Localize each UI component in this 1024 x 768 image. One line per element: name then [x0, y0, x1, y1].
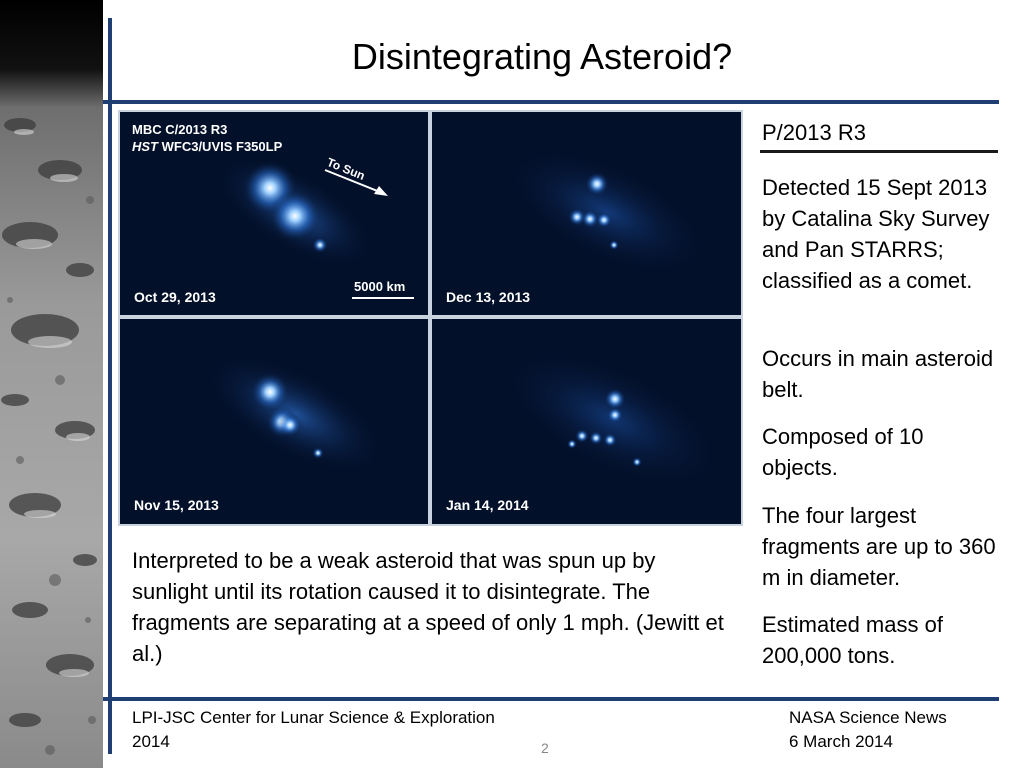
footer-date: 6 March 2014 [789, 732, 893, 751]
scale-bar-label: 5000 km [354, 279, 406, 294]
sidebar-divider [760, 150, 998, 153]
image-frame-dec-13: Dec 13, 2013 [432, 112, 741, 315]
title-divider [103, 100, 999, 104]
image-frame-nov-15: Nov 15, 2013 [120, 319, 428, 524]
lunar-surface-image [0, 0, 103, 768]
fragments-paragraph: The four largest fragments are up to 360… [762, 503, 996, 590]
instrument-detail: WFC3/UVIS F350LP [158, 139, 283, 154]
footer-organization: LPI-JSC Center for Lunar Science & Explo… [132, 708, 495, 727]
footer-divider [103, 697, 999, 701]
footer-year: 2014 [132, 732, 170, 751]
image-frame-jan-14: Jan 14, 2014 [432, 319, 741, 524]
location-paragraph: Occurs in main asteroid belt. [762, 346, 994, 402]
composition-paragraph: Composed of 10 objects. [762, 424, 924, 480]
hubble-image-panel: MBC C/2013 R3 HST WFC3/UVIS F350LP To Su… [118, 110, 743, 526]
page-number: 2 [541, 740, 549, 756]
image-header-line2: HST WFC3/UVIS F350LP [132, 139, 282, 154]
instrument-label: HST [132, 139, 158, 154]
figure-caption: Interpreted to be a weak asteroid that w… [132, 548, 724, 666]
date-label-nov-15: Nov 15, 2013 [134, 497, 219, 513]
accent-vertical-rule [108, 18, 112, 754]
date-label-oct-29: Oct 29, 2013 [134, 289, 216, 305]
footer-left: LPI-JSC Center for Lunar Science & Explo… [132, 706, 495, 754]
image-header-line1: MBC C/2013 R3 [132, 122, 228, 137]
detection-paragraph: Detected 15 Sept 2013 by Catalina Sky Su… [762, 175, 990, 293]
footer-source: NASA Science News [789, 708, 947, 727]
date-label-jan-14: Jan 14, 2014 [446, 497, 529, 513]
image-frame-oct-29: MBC C/2013 R3 HST WFC3/UVIS F350LP To Su… [120, 112, 428, 315]
mass-paragraph: Estimated mass of 200,000 tons. [762, 612, 943, 668]
footer-right: NASA Science News 6 March 2014 [789, 706, 947, 754]
sidebar-heading: P/2013 R3 [762, 120, 866, 145]
date-label-dec-13: Dec 13, 2013 [446, 289, 531, 305]
slide-title: Disintegrating Asteroid? [351, 36, 733, 77]
